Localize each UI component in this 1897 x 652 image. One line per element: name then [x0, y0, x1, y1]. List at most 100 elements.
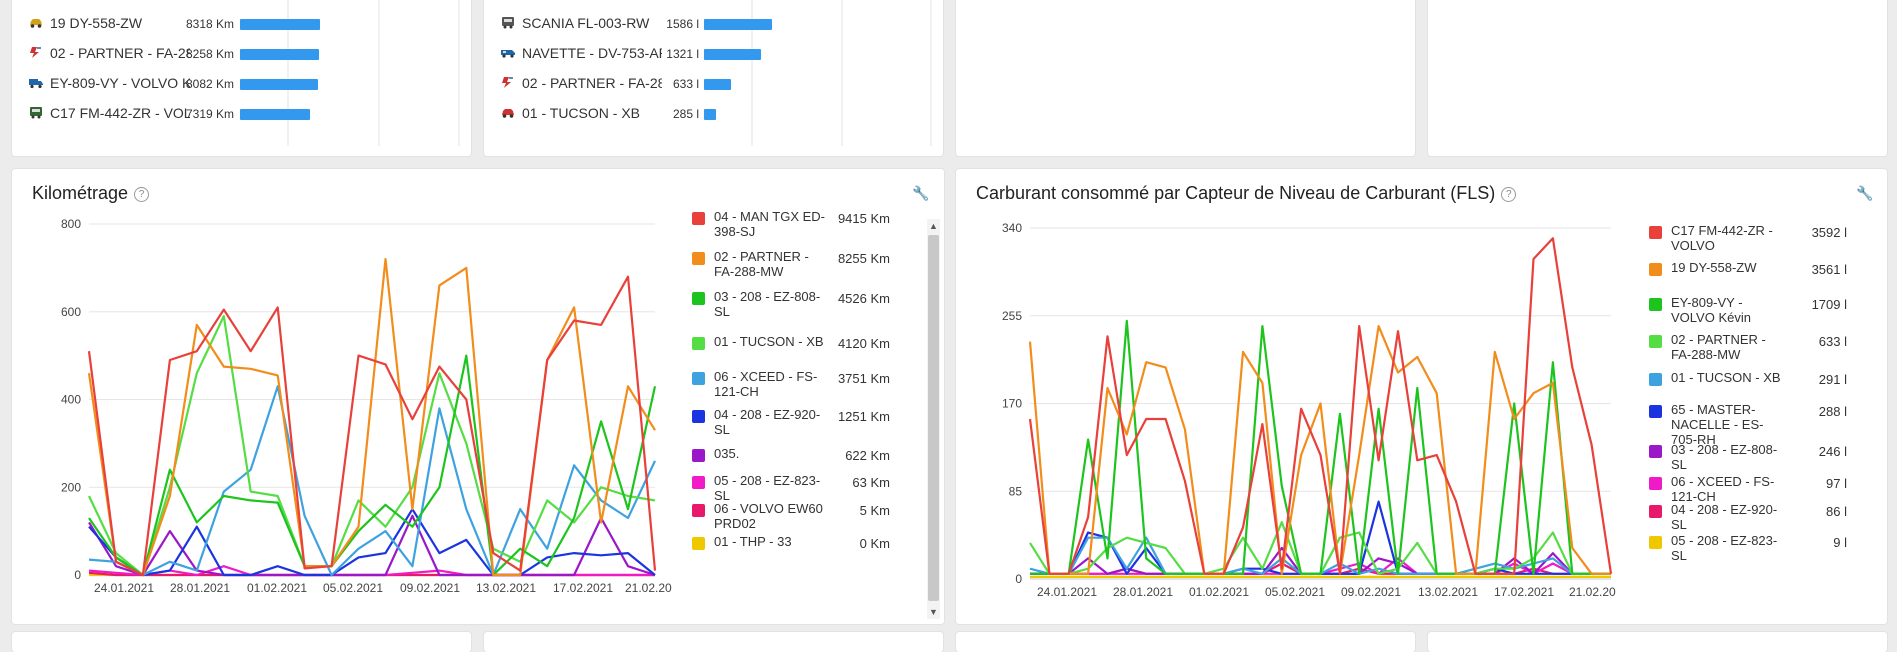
legend-swatch [692, 449, 705, 462]
series-line[interactable] [87, 275, 657, 577]
carburant-title: Carburant consommé par Capteur de Niveau… [976, 183, 1517, 204]
ranking-row[interactable]: 02 - PARTNER - FA-288-8258 Km [12, 40, 471, 76]
ranking-row-value: 7319 Km [185, 107, 234, 121]
legend-item[interactable]: 65 - MASTER-NACELLE - ES-705-RH 288 l [1649, 402, 1859, 447]
legend-item[interactable]: EY-809-VY - VOLVO Kévin 1709 l [1649, 295, 1859, 329]
ranking-row[interactable]: 01 - TUCSON - XB 285 l [484, 100, 943, 136]
legend-value: 1251 Km [837, 409, 890, 424]
legend-name: 05 - 208 - EZ-823-SL [714, 473, 821, 503]
ranking-bar[interactable] [240, 19, 320, 30]
legend-item[interactable]: 01 - THP - 33 0 Km [692, 534, 902, 568]
ranking-bar[interactable] [704, 109, 717, 120]
legend-item[interactable]: 06 - XCEED - FS-121-CH 97 l [1649, 474, 1859, 508]
legend-name: 03 - 208 - EZ-808-SL [1671, 442, 1778, 472]
wrench-icon[interactable]: 🔧 [1856, 185, 1874, 201]
help-icon[interactable]: ? [1501, 186, 1517, 202]
legend-item[interactable]: 01 - TUCSON - XB 291 l [1649, 370, 1859, 404]
legend-item[interactable]: 05 - 208 - EZ-823-SL 9 l [1649, 533, 1859, 567]
carburant-chart: 0 85 170 255 340 24.01.2021 28.01.2021 01.02.20… [1002, 221, 1616, 599]
legend-item[interactable]: 01 - TUCSON - XB 4120 Km [692, 334, 902, 368]
legend-item[interactable]: 06 - VOLVO EW60 PRD02 5 Km [692, 501, 902, 535]
scroll-thumb[interactable] [928, 235, 939, 601]
legend-item[interactable]: 02 - PARTNER - FA-288-MW 8255 Km [692, 249, 902, 283]
legend-item[interactable]: 035. 622 Km [692, 446, 902, 480]
legend-item[interactable]: 03 - 208 - EZ-808-SL 4526 Km [692, 289, 902, 323]
legend-name: 01 - TUCSON - XB [1671, 370, 1781, 385]
scroll-down-arrow-icon[interactable]: ▼ [929, 607, 938, 617]
ranking-bar[interactable] [240, 49, 320, 60]
ranking-row[interactable]: 02 - PARTNER - FA-288- 633 l [484, 70, 943, 106]
x-tick-label: 01.02.2021 [1189, 585, 1249, 599]
legend-swatch [692, 252, 705, 265]
legend-item[interactable]: 06 - XCEED - FS-121-CH 3751 Km [692, 369, 902, 403]
ranking-row-name: 19 DY-558-ZW [50, 15, 143, 31]
lorry-icon [28, 106, 44, 119]
ranking-bar[interactable] [704, 19, 772, 30]
kilometrage-title-text: Kilométrage [32, 183, 129, 203]
legend-value: 9 l [1833, 535, 1847, 550]
legend-swatch [1649, 477, 1662, 490]
car-icon [500, 106, 516, 119]
x-tick-label: 05.02.2021 [1265, 585, 1325, 599]
ranking-bar[interactable] [704, 79, 732, 90]
y-tick-label: 0 [74, 568, 81, 582]
top-card-empty-4 [1428, 0, 1887, 156]
series-line[interactable] [88, 385, 656, 577]
legend-scrollbar[interactable]: ▲ ▼ [927, 219, 940, 619]
ranking-bar[interactable] [704, 49, 761, 60]
ranking-bar[interactable] [240, 79, 318, 90]
x-tick-label: 24.01.2021 [1037, 585, 1097, 599]
kilometrage-chart: 0 200 400 600 800 24.01.2021 28.01.2021 01.02.2… [61, 217, 672, 595]
scroll-up-arrow-icon[interactable]: ▲ [929, 221, 938, 231]
series-line[interactable] [1028, 325, 1611, 575]
help-icon[interactable]: ? [134, 186, 150, 202]
ranking-row[interactable]: NAVETTE - DV-753-AR 1321 l [484, 40, 943, 76]
legend-name: 02 - PARTNER - FA-288-MW [714, 249, 809, 279]
legend-name: 65 - MASTER-NACELLE - ES-705-RH [1671, 402, 1764, 447]
carburant-title-text: Carburant consommé par Capteur de Niveau… [976, 183, 1496, 203]
legend-item[interactable]: 04 - MAN TGX ED-398-SJ 9415 Km [692, 209, 902, 243]
bottom-card-3 [956, 632, 1415, 652]
ranking-bar[interactable] [240, 109, 311, 120]
ranking-row[interactable]: 19 DY-558-ZW 8318 Km [12, 10, 471, 46]
series-line[interactable] [88, 514, 656, 577]
legend-item[interactable]: 04 - 208 - EZ-920-SL 86 l [1649, 502, 1859, 536]
series-line[interactable] [87, 257, 656, 577]
legend-item[interactable]: C17 FM-442-ZR - VOLVO 3592 l [1649, 223, 1859, 257]
ranking-row[interactable]: C17 FM-442-ZR - VOLVC7319 Km [12, 100, 471, 136]
kilometrage-legend: 04 - MAN TGX ED-398-SJ 9415 Km 02 - PARTNE… [692, 209, 922, 619]
legend-swatch [1649, 405, 1662, 418]
wrench-icon[interactable]: 🔧 [912, 185, 930, 201]
ranking-row[interactable]: SCANIA FL-003-RW 1586 l [484, 10, 943, 46]
legend-value: 9415 Km [837, 211, 890, 226]
series-line[interactable] [1028, 237, 1613, 575]
series-line[interactable] [88, 354, 657, 577]
legend-item[interactable]: 05 - 208 - EZ-823-SL 63 Km [692, 473, 902, 507]
ranking-row-name: SCANIA FL-003-RW [522, 15, 650, 31]
series-line[interactable] [88, 315, 656, 577]
legend-value: 86 l [1826, 504, 1847, 519]
legend-item[interactable]: 19 DY-558-ZW 3561 l [1649, 260, 1859, 294]
legend-name: 05 - 208 - EZ-823-SL [1671, 533, 1778, 563]
kilometrage-widget: Kilométrage? 🔧 0 200 400 600 800 24.01.2021 28… [12, 169, 944, 624]
x-tick-label: 21.02.2021 [625, 581, 672, 595]
legend-item[interactable]: 02 - PARTNER - FA-288-MW 633 l [1649, 332, 1859, 366]
legend-name: 06 - VOLVO EW60 PRD02 [714, 501, 823, 531]
ranking-row[interactable]: EY-809-VY - VOLVO Kév8082 Km [12, 70, 471, 106]
legend-swatch [692, 410, 705, 423]
ranking-row-value: 633 l [672, 77, 699, 91]
legend-item[interactable]: 03 - 208 - EZ-808-SL 246 l [1649, 442, 1859, 476]
ranking-row-name: 01 - TUCSON - XB [522, 105, 640, 121]
x-tick-label: 24.01.2021 [94, 581, 154, 595]
legend-value: 8255 Km [837, 251, 890, 266]
ranking-row-value: 8318 Km [185, 17, 234, 31]
series-line[interactable] [1030, 319, 1611, 575]
x-tick-label: 09.02.2021 [1341, 585, 1401, 599]
legend-swatch [692, 292, 705, 305]
series-line[interactable] [88, 508, 656, 577]
y-tick-label: 0 [1015, 572, 1022, 586]
legend-name: 01 - THP - 33 [714, 534, 792, 549]
legend-swatch [1649, 505, 1662, 518]
series-line[interactable] [88, 565, 655, 577]
legend-item[interactable]: 04 - 208 - EZ-920-SL 1251 Km [692, 407, 902, 441]
